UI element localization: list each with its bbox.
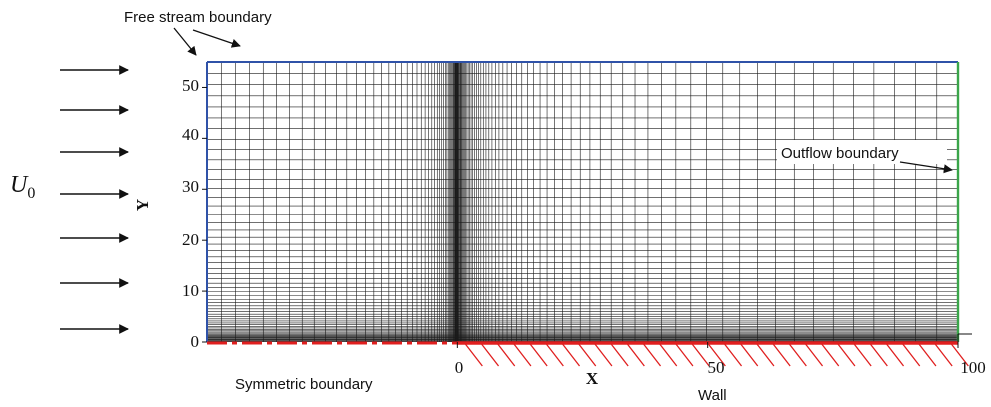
wall-hatch-mark	[918, 343, 937, 367]
inflow-velocity-label: U0	[10, 172, 35, 202]
outflow-label-background	[777, 140, 947, 164]
y-tick-label-40: 40	[182, 125, 199, 144]
wall-hatch-mark	[691, 343, 710, 367]
wall-label: Wall	[698, 387, 727, 404]
wall-hatch-mark	[464, 343, 483, 367]
wall-hatch-mark	[481, 343, 500, 367]
inflow-velocity-subscript: 0	[27, 185, 35, 202]
wall-hatch-mark	[886, 343, 905, 367]
inflow-velocity-symbol: U	[10, 172, 29, 198]
computational-mesh	[207, 62, 958, 342]
wall-hatch-mark	[497, 343, 516, 367]
x-axis-label: X	[586, 369, 599, 388]
wall-hatch-mark	[594, 343, 613, 367]
wall-hatch-mark	[724, 343, 743, 367]
wall-hatching	[464, 343, 969, 367]
wall-hatch-mark	[643, 343, 662, 367]
x-tick-label-50: 50	[708, 358, 725, 377]
axis-ticks	[202, 86, 972, 348]
y-tick-label-10: 10	[182, 281, 199, 300]
y-tick-label-30: 30	[182, 177, 199, 196]
wall-hatch-mark	[869, 343, 888, 367]
wall-hatch-mark	[545, 343, 564, 367]
wall-hatch-mark	[513, 343, 532, 367]
wall-hatch-mark	[756, 343, 775, 367]
outflow-arrow	[899, 161, 953, 174]
wall-hatch-mark	[740, 343, 759, 367]
x-tick-label-0: 0	[455, 358, 464, 377]
wall-hatch-mark	[626, 343, 645, 367]
y-tick-label-20: 20	[182, 230, 199, 249]
y-tick-label-50: 50	[182, 76, 199, 95]
wall-hatch-mark	[805, 343, 824, 367]
wall-hatch-mark	[837, 343, 856, 367]
wall-hatch-mark	[675, 343, 694, 367]
x-tick-label-100: 100	[960, 358, 986, 377]
y-axis-label: Y	[133, 199, 152, 211]
symmetric-boundary-label: Symmetric boundary	[235, 376, 373, 393]
wall-hatch-mark	[902, 343, 921, 367]
domain-boundaries	[206, 61, 960, 345]
wall-hatch-mark	[659, 343, 678, 367]
wall-hatch-mark	[934, 343, 953, 367]
outflow-boundary-label: Outflow boundary	[781, 145, 899, 162]
y-tick-label-0: 0	[191, 332, 200, 351]
wall-hatch-mark	[950, 343, 969, 367]
wall-hatch-mark	[610, 343, 629, 367]
wall-hatch-mark	[707, 343, 726, 367]
wall-hatch-mark	[788, 343, 807, 367]
free-stream-boundary-label: Free stream boundary	[124, 9, 272, 26]
wall-hatch-mark	[821, 343, 840, 367]
inflow-arrows	[60, 65, 129, 334]
free-stream-arrow-2	[192, 29, 241, 48]
wall-hatch-mark	[562, 343, 581, 367]
free-stream-arrow-1	[173, 27, 197, 56]
wall-hatch-mark	[853, 343, 872, 367]
wall-hatch-mark	[529, 343, 548, 367]
wall-hatch-mark	[578, 343, 597, 367]
wall-hatch-mark	[772, 343, 791, 367]
